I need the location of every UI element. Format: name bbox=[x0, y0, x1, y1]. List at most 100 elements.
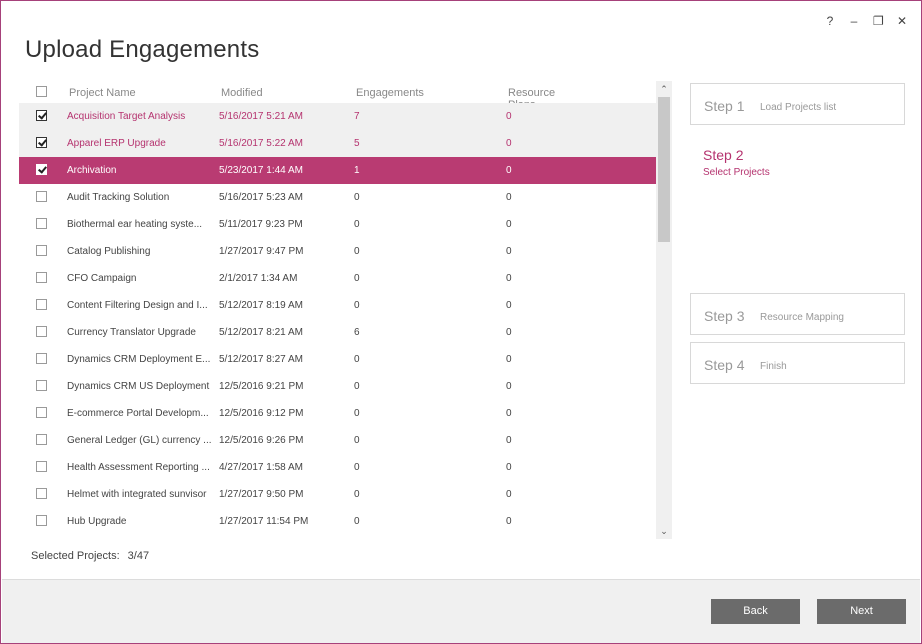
row-checkbox[interactable] bbox=[36, 515, 49, 528]
project-name-cell: Dynamics CRM Deployment E... bbox=[67, 354, 211, 365]
checkbox-icon bbox=[36, 515, 47, 526]
table-row[interactable]: General Ledger (GL) currency ... 12/5/201… bbox=[19, 427, 656, 454]
modified-cell: 2/1/2017 1:34 AM bbox=[219, 273, 298, 284]
back-button[interactable]: Back bbox=[711, 599, 800, 624]
select-all-checkbox[interactable] bbox=[36, 86, 49, 99]
restore-icon[interactable]: ❐ bbox=[873, 14, 884, 28]
step-3-panel[interactable]: Step 3 Resource Mapping bbox=[690, 293, 905, 335]
table-row[interactable]: Currency Translator Upgrade 5/12/2017 8:2… bbox=[19, 319, 656, 346]
modified-cell: 5/16/2017 5:22 AM bbox=[219, 138, 303, 149]
resource-plans-cell: 0 bbox=[506, 516, 512, 527]
row-checkbox[interactable] bbox=[36, 245, 49, 258]
checkbox-icon bbox=[36, 164, 47, 175]
modified-cell: 5/23/2017 1:44 AM bbox=[219, 165, 303, 176]
checkbox-icon bbox=[36, 488, 47, 499]
table-row[interactable]: Dynamics CRM US Deployment 12/5/2016 9:21… bbox=[19, 373, 656, 400]
row-checkbox[interactable] bbox=[36, 218, 49, 231]
resource-plans-cell: 0 bbox=[506, 111, 512, 122]
scroll-thumb[interactable] bbox=[658, 97, 670, 242]
project-name-cell: Biothermal ear heating syste... bbox=[67, 219, 203, 230]
table-row[interactable]: Content Filtering Design and I... 5/12/20… bbox=[19, 292, 656, 319]
modified-cell: 5/12/2017 8:19 AM bbox=[219, 300, 303, 311]
step-4-panel[interactable]: Step 4 Finish bbox=[690, 342, 905, 384]
close-icon[interactable]: ✕ bbox=[897, 14, 908, 28]
resource-plans-cell: 0 bbox=[506, 489, 512, 500]
table-row[interactable]: Helmet with integrated sunvisor 1/27/2017… bbox=[19, 481, 656, 508]
checkbox-icon bbox=[36, 434, 47, 445]
column-header-engagements[interactable]: Engagements bbox=[356, 87, 424, 99]
scroll-up-icon[interactable]: ⌃ bbox=[660, 84, 668, 94]
row-checkbox[interactable] bbox=[36, 191, 49, 204]
modified-cell: 5/16/2017 5:23 AM bbox=[219, 192, 303, 203]
table-row[interactable]: Audit Tracking Solution 5/16/2017 5:23 AM… bbox=[19, 184, 656, 211]
help-icon[interactable]: ? bbox=[826, 14, 834, 28]
table-row[interactable]: Acquisition Target Analysis 5/16/2017 5:2… bbox=[19, 103, 656, 130]
table-row[interactable]: Hub Upgrade 1/27/2017 11:54 PM 0 0 bbox=[19, 508, 656, 535]
modified-cell: 5/12/2017 8:21 AM bbox=[219, 327, 303, 338]
project-name-cell: Content Filtering Design and I... bbox=[67, 300, 208, 311]
checkbox-icon bbox=[36, 272, 47, 283]
selected-projects-label: Selected Projects: bbox=[31, 550, 120, 562]
column-header-modified[interactable]: Modified bbox=[221, 87, 263, 99]
project-name-cell: Currency Translator Upgrade bbox=[67, 327, 196, 338]
step-2-label: Select Projects bbox=[703, 167, 770, 178]
project-name-cell: Archivation bbox=[67, 165, 117, 176]
row-checkbox[interactable] bbox=[36, 407, 49, 420]
table-row[interactable]: Health Assessment Reporting ... 4/27/2017… bbox=[19, 454, 656, 481]
row-checkbox[interactable] bbox=[36, 326, 49, 339]
checkbox-icon bbox=[36, 191, 47, 202]
selected-projects-status: Selected Projects: 3/47 bbox=[31, 550, 149, 562]
table-row[interactable]: Archivation 5/23/2017 1:44 AM 1 0 bbox=[19, 157, 656, 184]
step-2-panel[interactable]: Step 2 Select Projects bbox=[690, 135, 905, 185]
resource-plans-cell: 0 bbox=[506, 246, 512, 257]
minimize-icon[interactable]: – bbox=[850, 14, 858, 28]
scroll-down-icon[interactable]: ⌄ bbox=[660, 526, 668, 536]
table-row[interactable]: Catalog Publishing 1/27/2017 9:47 PM 0 0 bbox=[19, 238, 656, 265]
checkbox-icon bbox=[36, 407, 47, 418]
table-row[interactable]: Apparel ERP Upgrade 5/16/2017 5:22 AM 5 0 bbox=[19, 130, 656, 157]
row-checkbox[interactable] bbox=[36, 272, 49, 285]
row-checkbox[interactable] bbox=[36, 461, 49, 474]
engagements-cell: 0 bbox=[354, 489, 360, 500]
row-checkbox[interactable] bbox=[36, 299, 49, 312]
engagements-cell: 0 bbox=[354, 246, 360, 257]
modified-cell: 5/11/2017 9:23 PM bbox=[219, 219, 303, 230]
table-row[interactable]: CFO Campaign 2/1/2017 1:34 AM 0 0 bbox=[19, 265, 656, 292]
modified-cell: 12/5/2016 9:21 PM bbox=[219, 381, 304, 392]
grid-scrollbar[interactable]: ⌃ ⌄ bbox=[656, 81, 672, 539]
column-header-project-name[interactable]: Project Name bbox=[69, 87, 136, 99]
resource-plans-cell: 0 bbox=[506, 354, 512, 365]
row-checkbox[interactable] bbox=[36, 137, 49, 150]
modified-cell: 5/16/2017 5:21 AM bbox=[219, 111, 303, 122]
step-1-panel[interactable]: Step 1 Load Projects list bbox=[690, 83, 905, 125]
row-checkbox[interactable] bbox=[36, 434, 49, 447]
row-checkbox[interactable] bbox=[36, 380, 49, 393]
modified-cell: 12/5/2016 9:12 PM bbox=[219, 408, 304, 419]
table-row[interactable]: E-commerce Portal Developm... 12/5/2016 9… bbox=[19, 400, 656, 427]
row-checkbox[interactable] bbox=[36, 488, 49, 501]
footer-bar: Back Next bbox=[2, 579, 920, 643]
step-4-label: Finish bbox=[760, 361, 787, 372]
next-button[interactable]: Next bbox=[817, 599, 906, 624]
row-checkbox[interactable] bbox=[36, 353, 49, 366]
selected-projects-count: 3/47 bbox=[127, 550, 150, 562]
engagements-cell: 0 bbox=[354, 408, 360, 419]
modified-cell: 1/27/2017 9:47 PM bbox=[219, 246, 304, 257]
row-checkbox[interactable] bbox=[36, 110, 49, 123]
resource-plans-cell: 0 bbox=[506, 327, 512, 338]
table-row[interactable]: Dynamics CRM Deployment E... 5/12/2017 8:… bbox=[19, 346, 656, 373]
checkbox-icon bbox=[36, 353, 47, 364]
resource-plans-cell: 0 bbox=[506, 273, 512, 284]
row-checkbox[interactable] bbox=[36, 164, 49, 177]
project-name-cell: CFO Campaign bbox=[67, 273, 137, 284]
project-name-cell: Dynamics CRM US Deployment bbox=[67, 381, 210, 392]
modified-cell: 1/27/2017 11:54 PM bbox=[219, 516, 309, 527]
resource-plans-cell: 0 bbox=[506, 165, 512, 176]
step-1-number: Step 1 bbox=[704, 98, 745, 114]
table-row[interactable]: Biothermal ear heating syste... 5/11/2017… bbox=[19, 211, 656, 238]
checkbox-icon bbox=[36, 86, 47, 97]
resource-plans-cell: 0 bbox=[506, 192, 512, 203]
projects-grid: Project Name Modified Engagements Resour… bbox=[19, 81, 672, 539]
checkbox-icon bbox=[36, 461, 47, 472]
project-name-cell: Health Assessment Reporting ... bbox=[67, 462, 210, 473]
